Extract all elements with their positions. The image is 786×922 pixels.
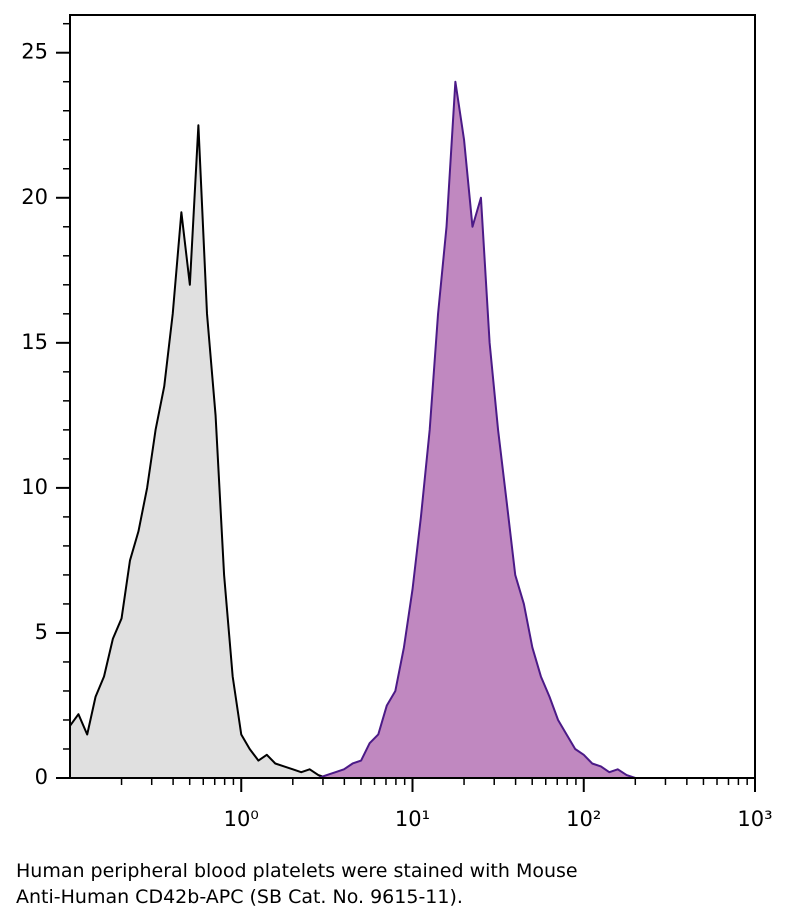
y-tick-label: 25 [21, 40, 48, 64]
y-tick-label: 15 [21, 330, 48, 354]
y-tick-label: 0 [35, 765, 48, 789]
x-tick-label: 10³ [737, 807, 772, 831]
caption-line: Anti-Human CD42b-APC (SB Cat. No. 9615-1… [16, 886, 463, 908]
y-tick-label: 10 [21, 475, 48, 499]
x-tick-label: 10⁰ [224, 807, 259, 831]
y-tick-label: 5 [35, 620, 48, 644]
y-tick-label: 20 [21, 185, 48, 209]
x-tick-label: 10¹ [395, 807, 430, 831]
histogram [69, 124, 637, 779]
caption-line: Human peripheral blood platelets were st… [16, 860, 578, 882]
x-tick-label: 10² [566, 807, 601, 831]
